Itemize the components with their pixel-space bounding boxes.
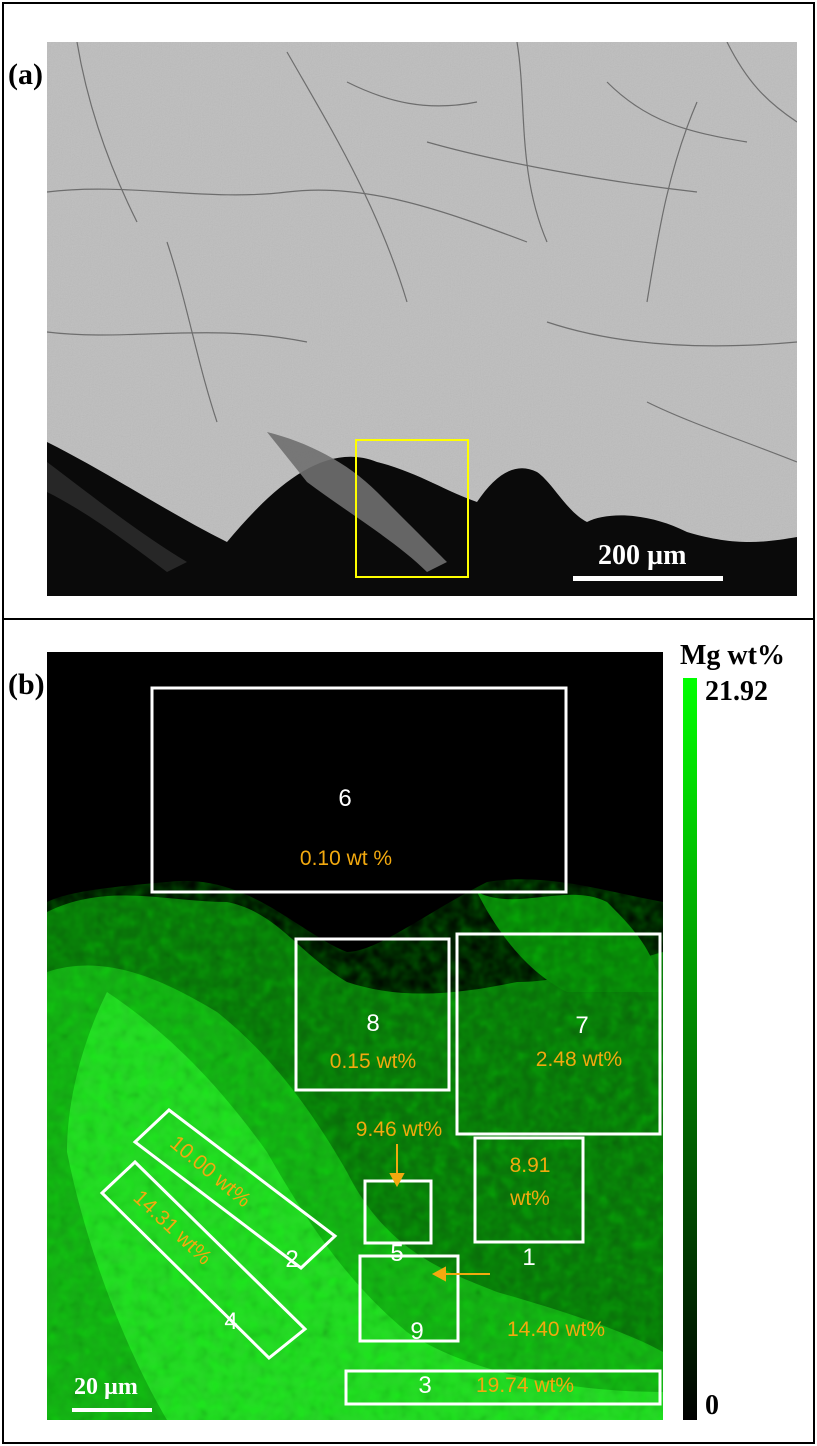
- region-label-3: 3: [418, 1372, 432, 1399]
- region-value-1-line2: wt%: [510, 1187, 550, 1210]
- region-box-3: [344, 1369, 662, 1406]
- region-label-2: 2: [285, 1246, 299, 1273]
- scale-bar-a: [573, 576, 723, 581]
- region-box-2: [132, 1108, 338, 1270]
- region-value-9: 14.40 wt%: [506, 1318, 606, 1341]
- region-label-9: 9: [410, 1318, 424, 1345]
- mg-elemental-map: [47, 652, 663, 1420]
- scale-bar-a-label: 200 µm: [598, 540, 687, 571]
- region-label-4: 4: [224, 1308, 238, 1335]
- sem-micrograph: [47, 42, 797, 596]
- region-box-9: [358, 1254, 460, 1343]
- region-value-5: 9.46 wt%: [355, 1118, 443, 1141]
- region-box-1: [473, 1136, 585, 1244]
- colorbar: [683, 678, 697, 1420]
- panel-b-label: (b): [8, 668, 45, 701]
- panel-a-label: (a): [8, 58, 43, 91]
- region-label-1: 1: [522, 1244, 536, 1271]
- scale-bar-b: [72, 1408, 152, 1412]
- region-value-3: 19.74 wt%: [475, 1374, 575, 1397]
- colorbar-min-label: 0: [705, 1390, 719, 1421]
- region-box-7: [455, 932, 662, 1136]
- region-value-1-line1: 8.91: [509, 1154, 551, 1177]
- region-label-5: 5: [390, 1240, 404, 1267]
- region-value-6: 0.10 wt %: [299, 847, 393, 870]
- scale-bar-b-label: 20 µm: [74, 1374, 138, 1400]
- region-box-a: [355, 439, 469, 578]
- region-box-8: [294, 937, 451, 1092]
- region-label-7: 7: [575, 1012, 589, 1039]
- region-box-6: [150, 686, 568, 894]
- colorbar-max-label: 21.92: [705, 676, 768, 707]
- region-box-4: [99, 1159, 308, 1361]
- region-value-7: 2.48 wt%: [535, 1048, 623, 1071]
- colorbar-title: Mg wt%: [680, 640, 785, 671]
- panel-divider: [2, 618, 815, 620]
- region-value-8: 0.15 wt%: [329, 1050, 417, 1073]
- region-label-8: 8: [366, 1010, 380, 1037]
- region-label-6: 6: [338, 785, 352, 812]
